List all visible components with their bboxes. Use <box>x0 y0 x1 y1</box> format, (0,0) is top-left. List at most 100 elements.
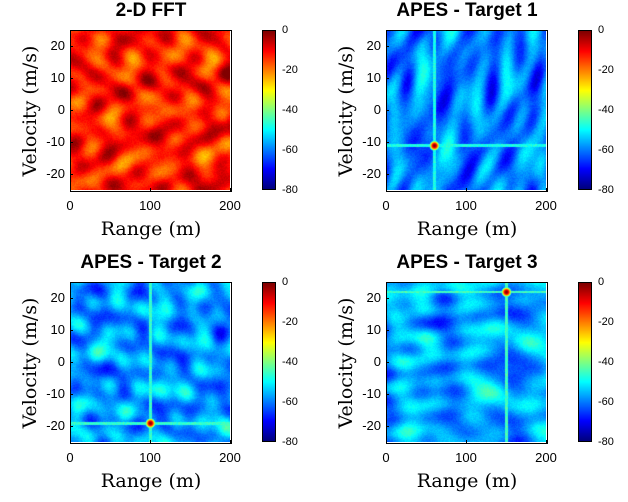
x-tick-label: 200 <box>219 198 241 213</box>
y-axis-label: Velocity (m/s) <box>335 297 357 429</box>
x-tick-mark <box>546 188 547 191</box>
y-tick-label: 10 <box>50 322 65 337</box>
y-tick-mark <box>386 330 389 331</box>
colorbar-tick-label: -60 <box>598 144 614 156</box>
y-tick-label: -10 <box>46 386 65 401</box>
x-tick-label: 0 <box>382 198 390 213</box>
y-tick-label: -20 <box>362 166 381 181</box>
x-tick-label: 100 <box>139 198 161 213</box>
y-tick-label: -20 <box>46 418 65 433</box>
y-tick-mark <box>70 110 73 111</box>
x-tick-mark <box>70 440 71 443</box>
chart-title: APES - Target 2 <box>80 252 222 273</box>
y-tick-mark <box>70 330 73 331</box>
y-tick-label: 20 <box>366 38 381 53</box>
colorbar-tick-label: -80 <box>282 436 298 448</box>
y-tick-mark <box>386 426 389 427</box>
y-tick-mark <box>70 78 73 79</box>
y-tick-mark <box>70 426 73 427</box>
y-tick-mark <box>386 78 389 79</box>
y-tick-label: 10 <box>366 70 381 85</box>
colorbar <box>578 282 592 442</box>
y-tick-label: 0 <box>57 102 65 117</box>
y-tick-label: 0 <box>373 354 381 369</box>
colorbar-tick-label: -20 <box>598 316 614 328</box>
chart-panel: APES - Target 1 20 10 0 -10 -20 0 100 200 Velocit… <box>316 0 628 250</box>
y-tick-mark <box>386 394 389 395</box>
x-tick-mark <box>386 188 387 191</box>
y-tick-label: -20 <box>362 418 381 433</box>
colorbar-tick-label: -80 <box>598 436 614 448</box>
y-tick-label: -20 <box>46 166 65 181</box>
colorbar-tick-label: 0 <box>282 24 289 36</box>
x-tick-mark <box>466 440 467 443</box>
colorbar-tick-label: 0 <box>282 276 289 288</box>
y-axis-label: Velocity (m/s) <box>19 45 41 177</box>
x-axis-label: Range (m) <box>416 218 518 240</box>
y-tick-mark <box>70 362 73 363</box>
chart-panel: APES - Target 2 20 10 0 -10 -20 0 100 200 Velocit… <box>0 252 314 502</box>
chart-panel: 2-D FFT 20 10 0 -10 -20 0 100 200 Velocity (m/s) R… <box>0 0 314 250</box>
chart-title: APES - Target 1 <box>396 0 538 21</box>
y-tick-mark <box>386 362 389 363</box>
x-tick-label: 100 <box>455 198 477 213</box>
x-tick-label: 0 <box>66 198 74 213</box>
y-tick-mark <box>386 298 389 299</box>
x-axis-label: Range (m) <box>100 470 202 492</box>
colorbar <box>262 282 276 442</box>
chart-title: 2-D FFT <box>115 0 187 21</box>
y-tick-mark <box>386 110 389 111</box>
y-tick-mark <box>70 142 73 143</box>
y-tick-label: -10 <box>46 134 65 149</box>
y-tick-label: -10 <box>362 134 381 149</box>
x-tick-label: 200 <box>535 198 557 213</box>
colorbar-tick-label: -40 <box>282 104 298 116</box>
x-tick-label: 0 <box>66 450 74 465</box>
y-tick-mark <box>70 46 73 47</box>
colorbar-tick-label: -60 <box>598 396 614 408</box>
x-tick-mark <box>466 188 467 191</box>
y-tick-label: 0 <box>57 354 65 369</box>
colorbar-tick-label: -20 <box>282 316 298 328</box>
x-tick-label: 200 <box>219 450 241 465</box>
x-tick-mark <box>230 440 231 443</box>
x-tick-label: 100 <box>139 450 161 465</box>
colorbar-tick-label: -40 <box>598 104 614 116</box>
x-tick-mark <box>386 440 387 443</box>
y-tick-label: -10 <box>362 386 381 401</box>
colorbar-tick-label: -20 <box>598 64 614 76</box>
y-tick-label: 20 <box>50 38 65 53</box>
chart-panel: APES - Target 3 20 10 0 -10 -20 0 100 200 Velocit… <box>316 252 628 502</box>
x-axis-label: Range (m) <box>416 470 518 492</box>
x-axis-label: Range (m) <box>100 218 202 240</box>
colorbar-tick-label: -80 <box>598 184 614 196</box>
x-tick-mark <box>150 188 151 191</box>
x-tick-mark <box>546 440 547 443</box>
y-axis-label: Velocity (m/s) <box>19 297 41 429</box>
x-tick-label: 100 <box>455 450 477 465</box>
colorbar-tick-label: -40 <box>598 356 614 368</box>
y-tick-mark <box>386 174 389 175</box>
y-tick-label: 10 <box>366 322 381 337</box>
colorbar-tick-label: -40 <box>282 356 298 368</box>
y-tick-mark <box>70 298 73 299</box>
colorbar-tick-label: -60 <box>282 144 298 156</box>
colorbar-tick-label: -20 <box>282 64 298 76</box>
y-tick-label: 20 <box>50 290 65 305</box>
x-tick-label: 0 <box>382 450 390 465</box>
y-tick-label: 20 <box>366 290 381 305</box>
colorbar-tick-label: 0 <box>598 24 605 36</box>
y-tick-label: 0 <box>373 102 381 117</box>
x-tick-label: 200 <box>535 450 557 465</box>
y-tick-mark <box>386 142 389 143</box>
heatmap-image <box>70 30 230 190</box>
y-axis-label: Velocity (m/s) <box>335 45 357 177</box>
heatmap-image <box>386 282 546 442</box>
y-tick-label: 10 <box>50 70 65 85</box>
colorbar-tick-label: -80 <box>282 184 298 196</box>
y-tick-mark <box>70 394 73 395</box>
colorbar-tick-label: 0 <box>598 276 605 288</box>
y-tick-mark <box>70 174 73 175</box>
chart-title: APES - Target 3 <box>396 252 538 273</box>
heatmap-image <box>70 282 230 442</box>
